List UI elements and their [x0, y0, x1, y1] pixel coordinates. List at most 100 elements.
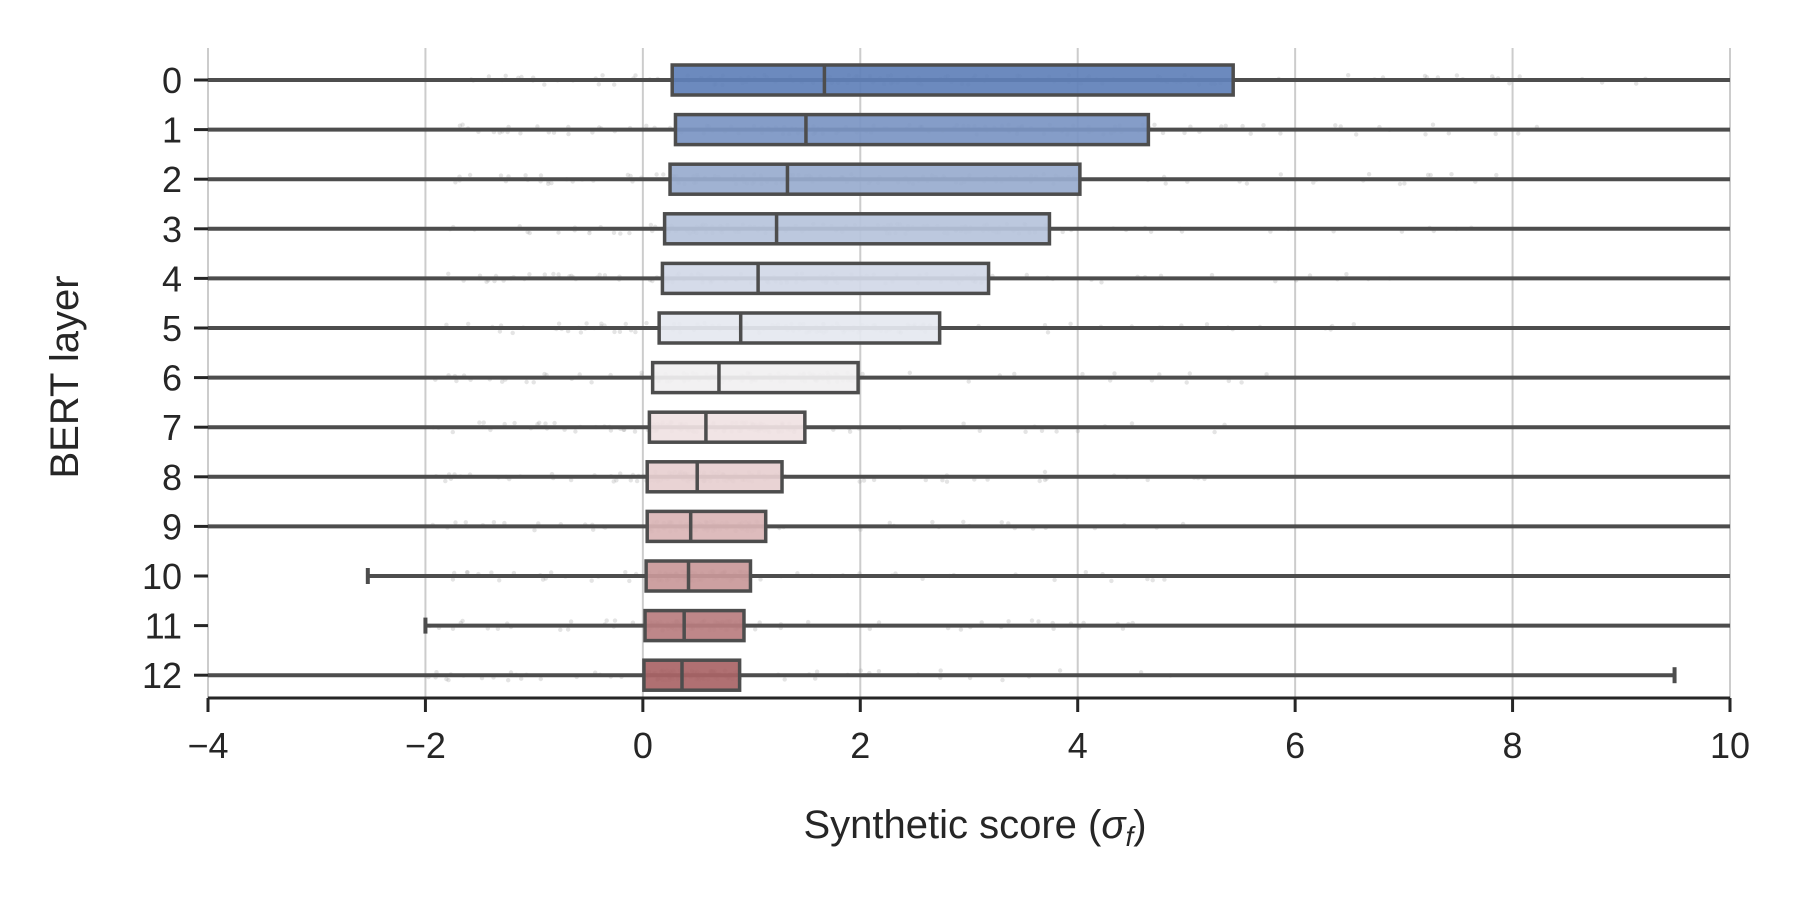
jitter-point: [1351, 322, 1357, 327]
jitter-point: [589, 380, 594, 385]
box-layer-2: [208, 162, 1730, 196]
jitter-point: [446, 677, 451, 683]
jitter-point: [806, 619, 811, 625]
jitter-point: [599, 321, 604, 326]
jitter-point: [1516, 131, 1521, 136]
jitter-point: [1068, 321, 1073, 326]
box: [660, 261, 991, 296]
jitter-point: [627, 230, 632, 236]
jitter-point: [543, 421, 548, 426]
jitter-point: [450, 577, 456, 582]
jitter-point: [591, 527, 596, 532]
jitter-point: [1422, 73, 1428, 79]
jitter-point: [540, 577, 546, 582]
jitter-point: [644, 123, 649, 128]
jitter-point: [1057, 668, 1063, 673]
jitter-point: [1333, 123, 1338, 128]
jitter-point: [611, 230, 617, 235]
jitter-point: [523, 173, 528, 178]
jitter-point: [1354, 132, 1359, 137]
jitter-point: [1311, 180, 1316, 185]
box-layer-3: [208, 212, 1730, 246]
jitter-point: [999, 520, 1004, 525]
jitter-point: [1428, 172, 1433, 178]
y-tick-label: 2: [162, 159, 182, 200]
jitter-point: [1109, 578, 1114, 584]
y-tick-label: 11: [145, 606, 182, 647]
jitter-point: [1261, 123, 1266, 128]
x-tick-label: 6: [1285, 725, 1305, 766]
jitter-point: [463, 520, 468, 525]
box: [645, 509, 768, 544]
jitter-point: [1494, 172, 1499, 178]
box: [662, 212, 1052, 246]
jitter-point: [503, 73, 508, 79]
jitter-point: [1278, 131, 1283, 136]
jitter-point: [600, 73, 605, 78]
jitter-point: [944, 479, 950, 484]
jitter-point: [1507, 81, 1512, 86]
jitter-point: [1223, 123, 1228, 128]
jitter-point: [1006, 619, 1011, 624]
jitter-point: [1039, 428, 1045, 433]
jitter-point: [1163, 181, 1168, 186]
box-layer-0: [208, 63, 1730, 97]
jitter-point: [578, 330, 584, 335]
jitter-point: [549, 180, 554, 186]
jitter-point: [930, 519, 935, 525]
box-series: [208, 63, 1730, 692]
jitter-point: [512, 420, 517, 426]
jitter-point: [527, 272, 532, 277]
box: [657, 311, 942, 345]
jitter-point: [466, 321, 471, 327]
jitter-point: [639, 370, 644, 375]
jitter-point: [1042, 477, 1048, 483]
jitter-point: [628, 478, 633, 483]
box: [643, 608, 746, 643]
jitter-point: [489, 570, 494, 575]
jitter-point: [446, 271, 451, 276]
jitter-point: [527, 230, 532, 236]
jitter-point: [450, 429, 455, 435]
jitter-point: [552, 420, 557, 426]
jitter-point: [519, 676, 524, 681]
jitter-point: [1000, 677, 1005, 683]
jitter-point: [486, 74, 492, 79]
jitter-point: [518, 131, 523, 136]
jitter-point: [644, 320, 649, 326]
jitter-point: [1080, 371, 1085, 377]
jitter-point: [633, 329, 638, 335]
jitter-point: [535, 124, 540, 129]
jitter-point: [661, 172, 666, 177]
y-tick-label: 1: [162, 110, 182, 151]
jitter-point: [1219, 124, 1224, 129]
jitter-point: [1338, 124, 1343, 129]
jitter-point: [556, 321, 562, 326]
jitter-point: [1402, 181, 1407, 186]
jitter-point: [477, 420, 482, 425]
jitter-point: [444, 676, 449, 682]
jitter-point: [1157, 372, 1162, 377]
jitter-point: [450, 626, 456, 631]
x-tick-label: −4: [187, 725, 228, 766]
jitter-point: [542, 371, 547, 377]
jitter-point: [549, 570, 554, 575]
jitter-point: [1244, 181, 1250, 186]
jitter-point: [568, 619, 574, 624]
jitter-point: [510, 330, 515, 336]
jitter-point: [531, 380, 536, 385]
jitter-point: [498, 173, 504, 178]
jitter-point: [566, 131, 571, 137]
box-layer-7: [208, 410, 1730, 444]
jitter-point: [634, 478, 640, 484]
jitter-point: [568, 477, 574, 483]
jitter-point: [1152, 122, 1157, 128]
jitter-point: [612, 618, 618, 623]
jitter-point: [623, 570, 628, 575]
jitter-point: [1634, 81, 1639, 86]
box: [668, 162, 1082, 196]
box-layer-9: [208, 509, 1730, 544]
jitter-point: [1012, 371, 1017, 377]
x-tick-label: 2: [850, 725, 870, 766]
